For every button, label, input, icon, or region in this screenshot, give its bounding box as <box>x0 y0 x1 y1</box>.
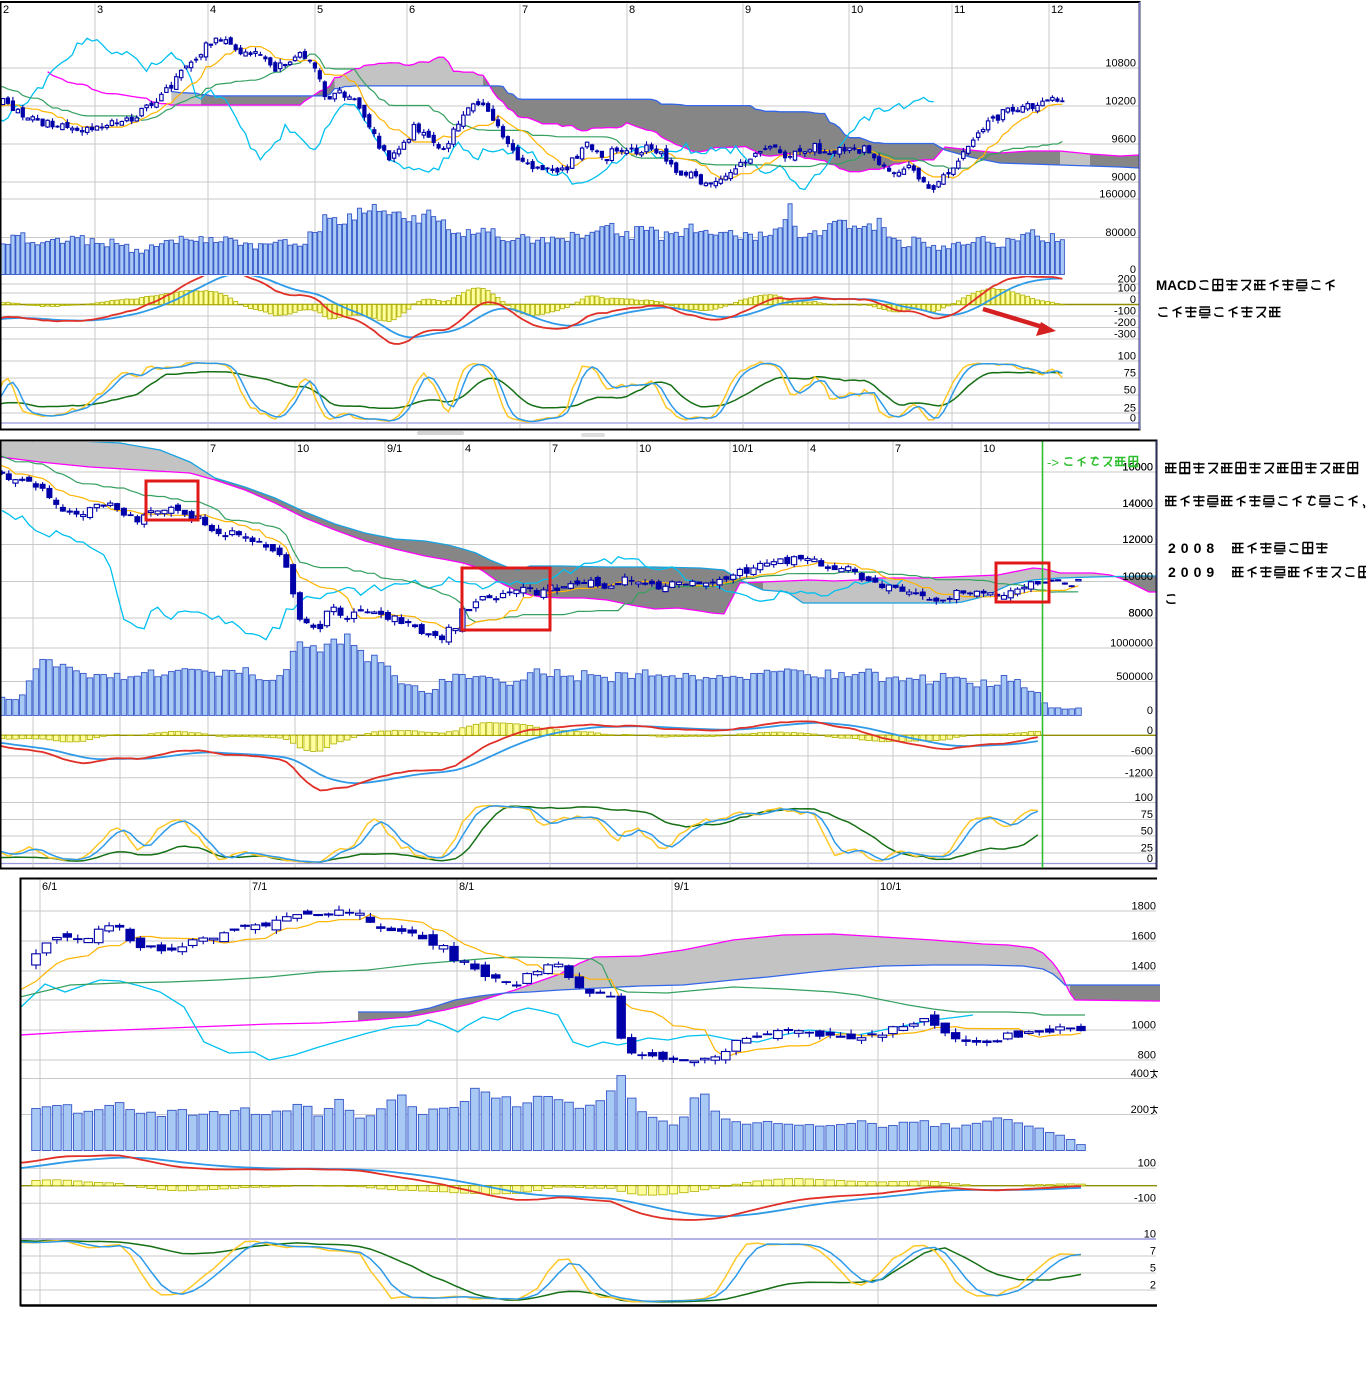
svg-text:1800: 1800 <box>1132 901 1156 913</box>
svg-text:80000: 80000 <box>1105 227 1136 239</box>
svg-text:200: 200 <box>1131 1104 1149 1116</box>
svg-text:4: 4 <box>465 443 471 455</box>
svg-text:10800: 10800 <box>1105 58 1136 70</box>
svg-text:-300: -300 <box>1114 329 1136 341</box>
svg-text:16000: 16000 <box>1122 462 1153 474</box>
svg-text:10: 10 <box>639 443 651 455</box>
svg-text:200: 200 <box>1118 274 1136 286</box>
svg-text:-100: -100 <box>1134 1193 1156 1205</box>
svg-text:100: 100 <box>1135 792 1153 804</box>
svg-text:2: 2 <box>1150 1280 1156 1292</box>
svg-text:75: 75 <box>1141 809 1153 821</box>
svg-text:3: 3 <box>97 4 103 16</box>
svg-text:8000: 8000 <box>1129 608 1153 620</box>
svg-text:2008: 2008 <box>1168 540 1219 556</box>
svg-text:100: 100 <box>1118 351 1136 363</box>
svg-text:14000: 14000 <box>1122 498 1153 510</box>
svg-text:12000: 12000 <box>1122 534 1153 546</box>
svg-text:12000: 12000 <box>1122 534 1153 546</box>
svg-text:160000: 160000 <box>1099 189 1136 201</box>
svg-text:50: 50 <box>1124 385 1136 397</box>
svg-text:9000: 9000 <box>1112 172 1136 184</box>
svg-text:5: 5 <box>1150 1263 1156 1275</box>
svg-text:7: 7 <box>552 443 558 455</box>
svg-text:0: 0 <box>1130 294 1136 306</box>
svg-text:6: 6 <box>409 4 415 16</box>
svg-text:1000: 1000 <box>1132 1020 1156 1032</box>
svg-text:7: 7 <box>522 4 528 16</box>
svg-text:9: 9 <box>745 4 751 16</box>
svg-text:MACD: MACD <box>1156 278 1197 293</box>
svg-text:6/1: 6/1 <box>42 881 57 893</box>
svg-text:-200: -200 <box>1114 317 1136 329</box>
svg-text:-100: -100 <box>1114 306 1136 318</box>
svg-text:11: 11 <box>954 4 965 16</box>
svg-text:-1200: -1200 <box>1125 767 1153 779</box>
svg-text:7: 7 <box>1150 1246 1156 1258</box>
svg-text:4: 4 <box>810 443 816 455</box>
svg-text:100: 100 <box>1118 283 1136 295</box>
svg-text:75: 75 <box>1124 368 1136 380</box>
svg-text:0: 0 <box>1130 413 1136 425</box>
svg-text:800: 800 <box>1138 1050 1156 1062</box>
svg-text:5: 5 <box>317 4 323 16</box>
svg-text:1600: 1600 <box>1132 931 1156 943</box>
svg-text:9600: 9600 <box>1112 134 1136 146</box>
svg-text:25: 25 <box>1124 403 1136 415</box>
svg-text:100: 100 <box>1138 1158 1156 1170</box>
svg-text:7/1: 7/1 <box>252 881 267 893</box>
svg-text:10000: 10000 <box>1122 571 1153 583</box>
svg-text:500000: 500000 <box>1116 671 1153 683</box>
svg-text:7: 7 <box>210 443 216 455</box>
svg-text:2009: 2009 <box>1168 564 1219 580</box>
svg-text:0: 0 <box>1147 705 1153 717</box>
svg-text:10200: 10200 <box>1105 96 1136 108</box>
svg-text:-600: -600 <box>1131 745 1153 757</box>
svg-text:400: 400 <box>1131 1068 1149 1080</box>
svg-text:10: 10 <box>297 443 309 455</box>
svg-text:4: 4 <box>210 4 216 16</box>
svg-text:8/1: 8/1 <box>459 881 474 893</box>
svg-text:14000: 14000 <box>1122 498 1153 510</box>
svg-text:50: 50 <box>1141 826 1153 838</box>
svg-text:10: 10 <box>851 4 863 16</box>
svg-text:10/1: 10/1 <box>732 443 753 455</box>
svg-text:->: -> <box>1047 455 1059 470</box>
svg-text:0: 0 <box>1147 853 1153 865</box>
svg-text:9/1: 9/1 <box>674 881 689 893</box>
svg-text:10: 10 <box>983 443 995 455</box>
svg-text:10/1: 10/1 <box>880 881 901 893</box>
svg-text:1000000: 1000000 <box>1110 638 1153 650</box>
svg-text:16000: 16000 <box>1122 462 1153 474</box>
svg-text:10: 10 <box>1144 1229 1156 1241</box>
svg-text:0: 0 <box>1130 264 1136 276</box>
svg-text:8: 8 <box>629 4 635 16</box>
svg-text:1400: 1400 <box>1132 961 1156 973</box>
svg-text:7: 7 <box>895 443 901 455</box>
svg-text:25: 25 <box>1141 843 1153 855</box>
svg-text:2: 2 <box>3 4 9 16</box>
svg-text:0: 0 <box>1147 725 1153 737</box>
svg-text:8000: 8000 <box>1129 608 1153 620</box>
svg-text:9/1: 9/1 <box>387 443 402 455</box>
svg-text:12: 12 <box>1051 4 1063 16</box>
